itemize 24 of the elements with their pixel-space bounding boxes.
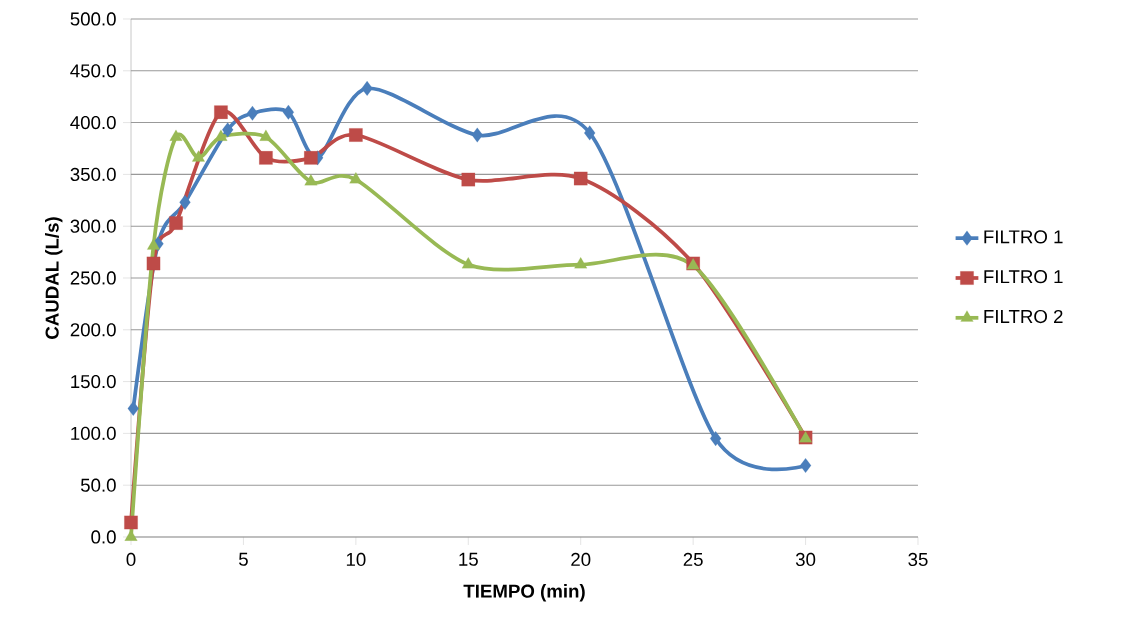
x-tick-label: 15: [459, 552, 478, 566]
legend-label: FILTRO 2: [984, 309, 1063, 324]
y-axis-title: CAUDAL (L/s): [45, 217, 63, 339]
y-tick-label: 50.0: [80, 478, 116, 492]
x-tick-label: 25: [683, 552, 703, 567]
y-tick-label: 250.0: [70, 271, 116, 285]
y-tick-label: 200.0: [70, 323, 116, 337]
y-tick-label: 0.0: [91, 530, 116, 544]
legend-label: FILTRO 1: [984, 270, 1063, 284]
x-axis-title: TIEMPO (min): [463, 584, 585, 602]
y-tick-label: 400.0: [70, 115, 116, 130]
y-tick-label: 300.0: [70, 219, 116, 233]
y-tick-label: 150.0: [71, 374, 116, 389]
x-tick-label: 10: [346, 552, 366, 567]
x-tick-label: 20: [571, 552, 591, 567]
x-tick-label: 30: [795, 552, 816, 567]
x-tick-label: 5: [238, 552, 248, 566]
y-tick-label: 350.0: [70, 167, 116, 181]
y-tick-label: 100.0: [71, 426, 116, 440]
legend-label: FILTRO 1: [984, 230, 1063, 244]
x-tick-label: 0: [126, 552, 136, 567]
x-tick-label: 35: [908, 552, 928, 567]
y-tick-label: 450.0: [70, 64, 116, 78]
y-tick-label: 500.0: [70, 12, 116, 26]
